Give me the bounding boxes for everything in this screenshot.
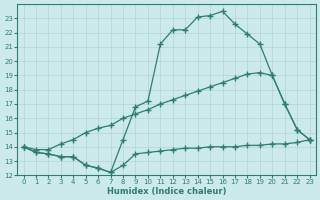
X-axis label: Humidex (Indice chaleur): Humidex (Indice chaleur) bbox=[107, 187, 226, 196]
